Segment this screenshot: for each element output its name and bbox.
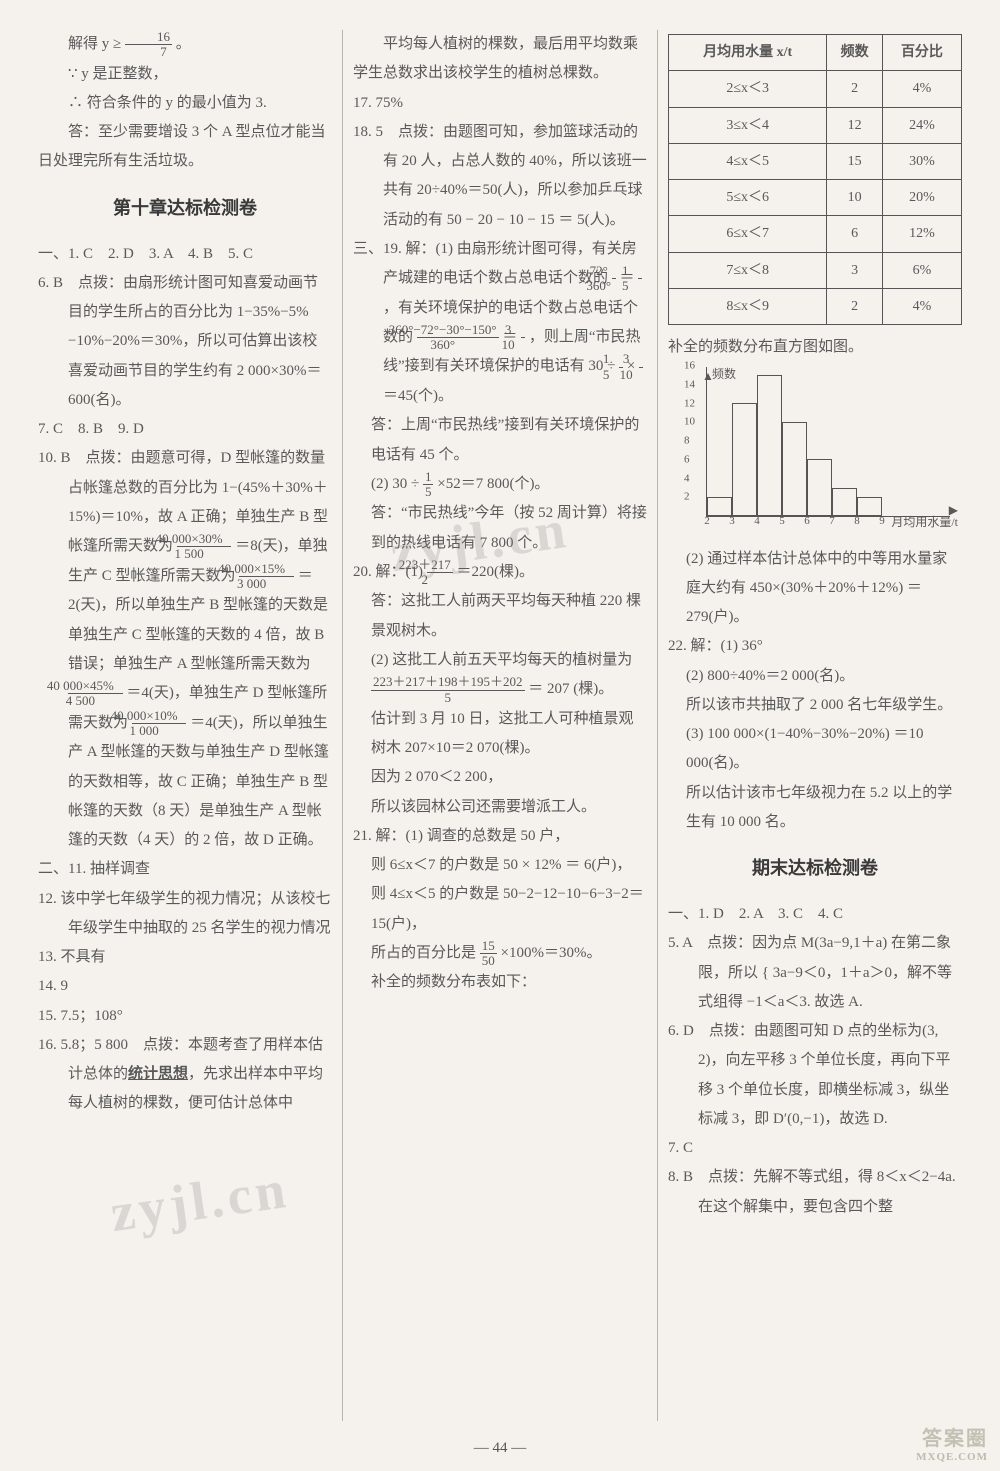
- answer-item: 5. A 点拨：因为点 M(3a−9,1＋a) 在第二象限，所以 { 3a−9＜…: [668, 929, 962, 1017]
- table-cell: 12%: [882, 216, 961, 252]
- table-cell: 6≤x＜7: [669, 216, 827, 252]
- text: 所以估计该市七年级视力在 5.2 以上的学生有 10 000 名。: [668, 779, 962, 838]
- histogram-chart: ▲ ▶ 频数 月均用水量/t 24681012141623456789: [678, 367, 958, 537]
- table-row: 8≤x＜924%: [669, 289, 962, 325]
- answer-line: 17. 75%: [353, 89, 647, 118]
- answer-item: 12. 该中学七年级学生的视力情况；从该校七年级学生中抽取的 25 名学生的视力…: [38, 885, 332, 944]
- text: 补全的频数分布表如下：: [353, 968, 647, 997]
- answer-item: 6. D 点拨：由题图可知 D 点的坐标为(3, 2)，向左平移 3 个单位长度…: [668, 1017, 962, 1134]
- text: 估计到 3 月 10 日，这批工人可种植景观树木 207×10＝2 070(棵)…: [353, 705, 647, 764]
- table-row: 6≤x＜7612%: [669, 216, 962, 252]
- answer-line: 13. 不具有: [38, 943, 332, 972]
- answer-item: 10. B 点拨：由题意可得，D 型帐篷的数量占帐篷总数的百分比为 1−(45%…: [38, 444, 332, 855]
- histogram-bar: [782, 422, 807, 516]
- table-header: 频数: [827, 35, 883, 71]
- table-cell: 7≤x＜8: [669, 252, 827, 288]
- text: 所占的百分比是 1550 ×100%＝30%。: [353, 939, 647, 969]
- answer-line: 一、1. D 2. A 3. C 4. C: [668, 900, 962, 929]
- answer-line: 一、1. C 2. D 3. A 4. B 5. C: [38, 240, 332, 269]
- answer-item: 8. B 点拨：先解不等式组，得 8＜x＜2−4a. 在这个解集中，要包含四个整: [668, 1163, 962, 1222]
- histogram-bar: [857, 497, 882, 516]
- frequency-table: 月均用水量 x/t频数百分比 2≤x＜324%3≤x＜41224%4≤x＜515…: [668, 34, 962, 325]
- text: 答：至少需要增设 3 个 A 型点位才能当日处理完所有生活垃圾。: [38, 118, 332, 177]
- answer-item: 21. 解：(1) 调查的总数是 50 户，: [353, 822, 647, 851]
- column-3: 月均用水量 x/t频数百分比 2≤x＜324%3≤x＜41224%4≤x＜515…: [658, 30, 972, 1421]
- answer-item: 6. B 点拨：由扇形统计图可知喜爱动画节目的学生所占的百分比为 1−35%−5…: [38, 269, 332, 415]
- text: (2) 30 ÷ 15 ×52＝7 800(个)。: [353, 470, 647, 500]
- table-cell: 30%: [882, 143, 961, 179]
- text: 所以该园林公司还需要增派工人。: [353, 793, 647, 822]
- table-cell: 4≤x＜5: [669, 143, 827, 179]
- answer-item: 16. 5.8；5 800 点拨：本题考查了用样本估计总体的统计思想，先求出样本…: [38, 1031, 332, 1119]
- section-title: 第十章达标检测卷: [38, 191, 332, 226]
- table-cell: 3≤x＜4: [669, 107, 827, 143]
- table-header: 百分比: [882, 35, 961, 71]
- caption: 补全的频数分布直方图如图。: [668, 333, 962, 362]
- table-cell: 3: [827, 252, 883, 288]
- table-cell: 6%: [882, 252, 961, 288]
- table-cell: 10: [827, 180, 883, 216]
- answer-text: 答：这批工人前两天平均每天种植 220 棵景观树木。: [353, 587, 647, 646]
- table-cell: 20%: [882, 180, 961, 216]
- table-cell: 15: [827, 143, 883, 179]
- table-row: 3≤x＜41224%: [669, 107, 962, 143]
- histogram-bar: [807, 459, 832, 515]
- text: (2) 通过样本估计总体中的中等用水量家庭大约有 450×(30%＋20%＋12…: [668, 545, 962, 633]
- answer-item: 三、19. 解：(1) 由扇形统计图可得，有关房产城建的电话个数占总电话个数的 …: [353, 235, 647, 412]
- table-cell: 12: [827, 107, 883, 143]
- histogram-bar: [732, 403, 757, 516]
- table-cell: 2: [827, 289, 883, 325]
- table-cell: 8≤x＜9: [669, 289, 827, 325]
- answer-item: 18. 5 点拨：由题图可知，参加篮球活动的有 20 人，占总人数的 40%，所…: [353, 118, 647, 235]
- table-header: 月均用水量 x/t: [669, 35, 827, 71]
- table-cell: 2: [827, 71, 883, 107]
- histogram-bar: [757, 375, 782, 516]
- answer-line: 7. C: [668, 1134, 962, 1163]
- table-cell: 5≤x＜6: [669, 180, 827, 216]
- text: 解得 y ≥ 167 。: [38, 30, 332, 60]
- table-cell: 24%: [882, 107, 961, 143]
- corner-watermark: 答案圈 MXQE.COM: [916, 1422, 988, 1463]
- answer-text: 答：“市民热线”今年（按 52 周计算）将接到的热线电话有 7 800 个。: [353, 499, 647, 558]
- answer-item: 22. 解：(1) 36°: [668, 632, 962, 661]
- table-row: 2≤x＜324%: [669, 71, 962, 107]
- histogram-bar: [707, 497, 732, 516]
- section-title: 期末达标检测卷: [668, 851, 962, 886]
- table-row: 4≤x＜51530%: [669, 143, 962, 179]
- table-row: 5≤x＜61020%: [669, 180, 962, 216]
- answer-line: 14. 9: [38, 972, 332, 1001]
- answer-item: 20. 解：(1) 223＋2172 ＝220(棵)。: [353, 558, 647, 588]
- answer-line: 7. C 8. B 9. D: [38, 415, 332, 444]
- column-2: 平均每人植树的棵数，最后用平均数乘学生总数求出该校学生的植树总棵数。 17. 7…: [343, 30, 658, 1421]
- answer-line: 二、11. 抽样调查: [38, 855, 332, 884]
- text: 平均每人植树的棵数，最后用平均数乘学生总数求出该校学生的植树总棵数。: [353, 30, 647, 89]
- text: 因为 2 070＜2 200，: [353, 763, 647, 792]
- table-row: 7≤x＜836%: [669, 252, 962, 288]
- text: (2) 这批工人前五天平均每天的植树量为 223＋217＋198＋195＋202…: [353, 646, 647, 705]
- text: ∴ 符合条件的 y 的最小值为 3.: [38, 89, 332, 118]
- text: ∵ y 是正整数，: [38, 60, 332, 89]
- column-1: 解得 y ≥ 167 。 ∵ y 是正整数， ∴ 符合条件的 y 的最小值为 3…: [28, 30, 343, 1421]
- table-cell: 4%: [882, 71, 961, 107]
- text: 则 4≤x＜5 的户数是 50−2−12−10−6−3−2＝15(户)，: [353, 880, 647, 939]
- text: (3) 100 000×(1−40%−30%−20%) ＝10 000(名)。: [668, 720, 962, 779]
- histogram-bar: [832, 488, 857, 516]
- table-cell: 2≤x＜3: [669, 71, 827, 107]
- text: 所以该市共抽取了 2 000 名七年级学生。: [668, 691, 962, 720]
- page-number: — 44 —: [0, 1440, 1000, 1457]
- table-cell: 4%: [882, 289, 961, 325]
- text: 则 6≤x＜7 的户数是 50 × 12% ＝ 6(户)，: [353, 851, 647, 880]
- table-cell: 6: [827, 216, 883, 252]
- answer-line: 15. 7.5；108°: [38, 1002, 332, 1031]
- text: (2) 800÷40%＝2 000(名)。: [668, 662, 962, 691]
- answer-text: 答：上周“市民热线”接到有关环境保护的电话有 45 个。: [353, 411, 647, 470]
